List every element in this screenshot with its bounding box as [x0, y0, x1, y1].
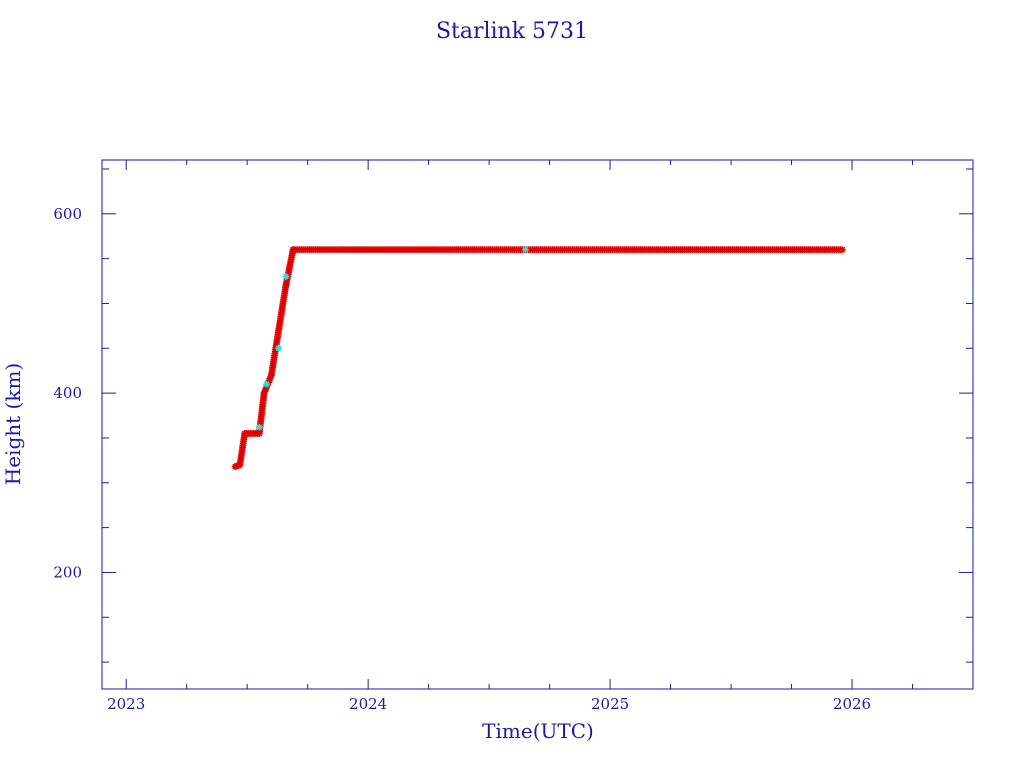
plot-frame [101, 159, 974, 690]
data-point-alt [282, 273, 290, 280]
data-point-alt [275, 344, 283, 352]
data-segment [289, 246, 846, 254]
y-tick-label: 600 [53, 205, 82, 223]
chart-title: Starlink 5731 [436, 19, 588, 44]
x-tick-label: 2024 [349, 695, 387, 713]
data-segment [267, 282, 290, 379]
data-segment [282, 246, 297, 289]
data-points [231, 246, 846, 471]
y-axis-label: Height (km) [1, 363, 25, 485]
x-tick-label: 2025 [591, 695, 629, 713]
y-tick-label: 200 [53, 563, 82, 581]
x-tick-label: 2023 [107, 695, 145, 713]
data-point-alt [255, 423, 263, 431]
y-tick-labels: 200 400 600 [53, 205, 82, 582]
x-tick-labels: 2023 2024 2025 2026 [107, 695, 871, 713]
x-tick-label: 2026 [833, 695, 871, 713]
axis-ticks [102, 160, 974, 689]
data-point-alt [263, 380, 270, 388]
data-point-alt [522, 246, 529, 254]
x-axis-label: Time(UTC) [482, 719, 594, 743]
y-tick-label: 400 [53, 384, 82, 402]
